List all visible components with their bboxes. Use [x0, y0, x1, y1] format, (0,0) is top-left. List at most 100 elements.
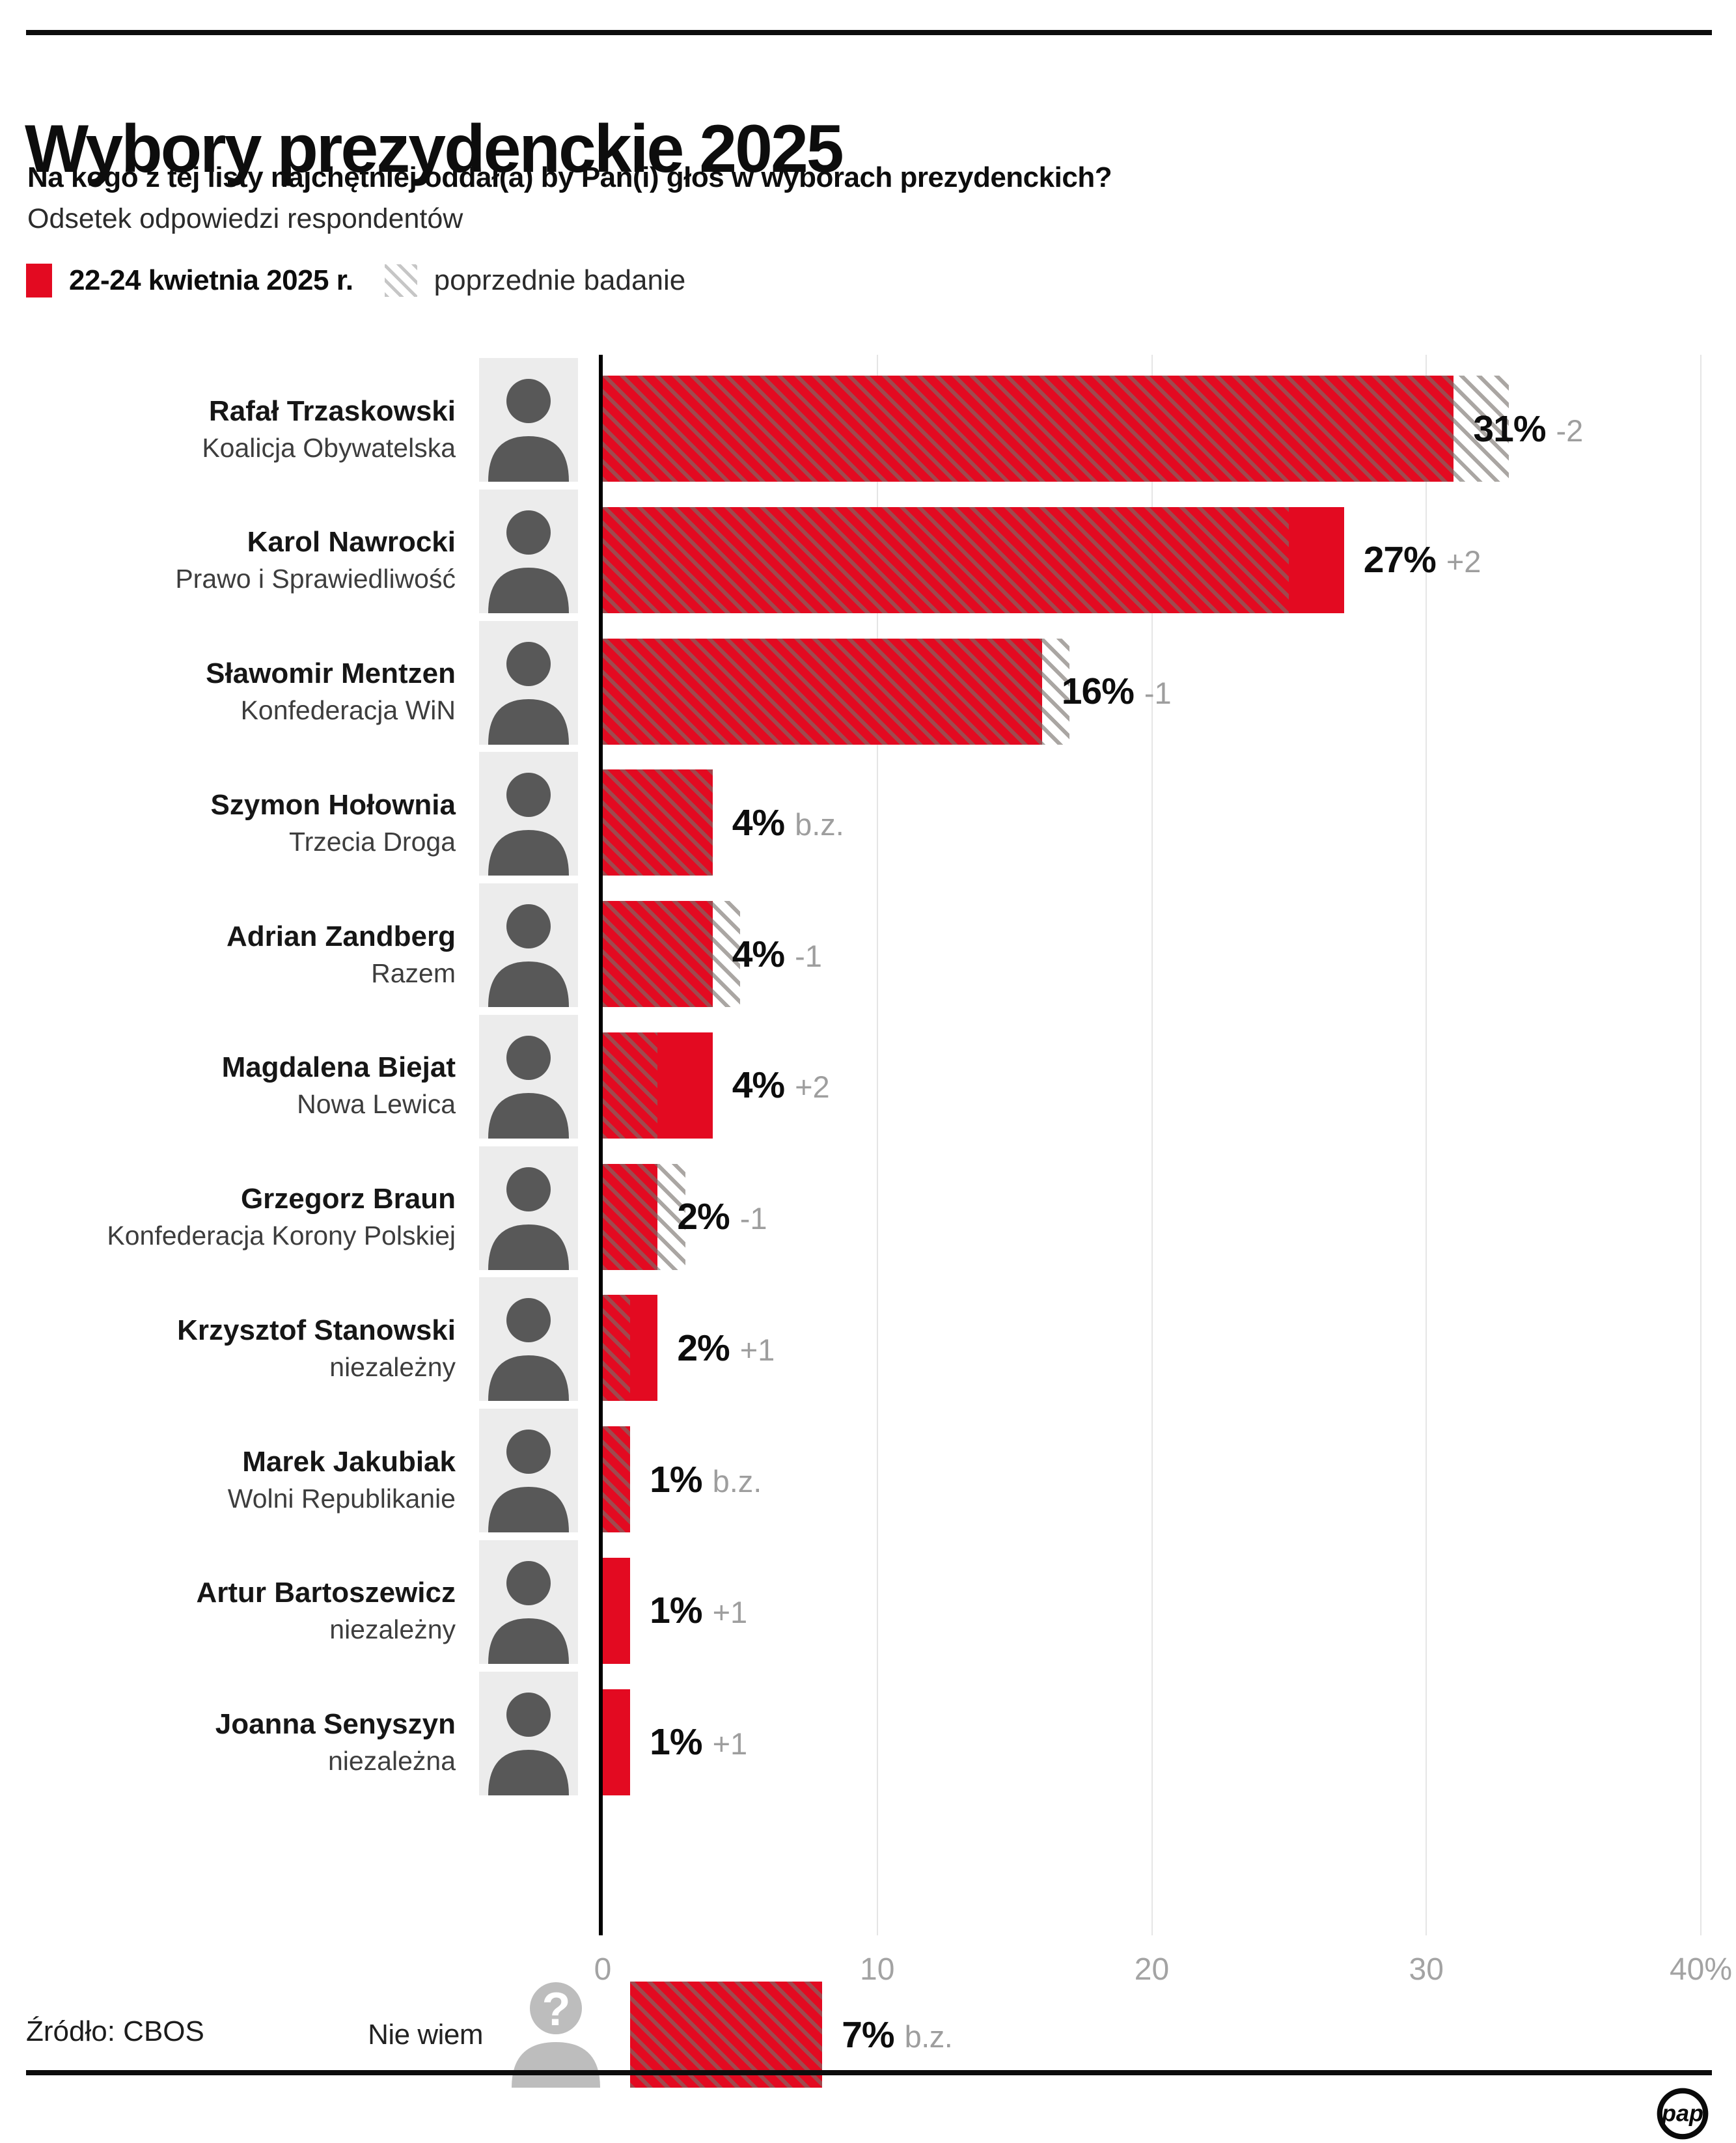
candidate-name: Szymon Hołownia: [210, 788, 456, 821]
value-label: 1%: [650, 1721, 702, 1763]
candidate-labels: Krzysztof Stanowski niezależny: [0, 1284, 456, 1411]
bar-previous-hatch: [603, 1163, 685, 1270]
person-photo-placeholder: [479, 1014, 578, 1139]
bar-area: 4% +2: [603, 1032, 1736, 1139]
value-label: 4%: [732, 933, 785, 975]
delta-label: +1: [712, 1595, 748, 1630]
bar-area: 7% b.z.: [630, 1982, 1736, 2088]
candidate-row: Szymon Hołownia Trzecia Droga ? 4% b.z.: [0, 749, 1736, 880]
x-axis-tick-label: 0: [594, 1952, 612, 1987]
bar-value: 31% -2: [1473, 408, 1583, 450]
source-note: Źródło: CBOS: [26, 2015, 204, 2047]
candidate-photo: ?: [479, 1277, 578, 1402]
candidate-row: Grzegorz Braun Konfederacja Korony Polsk…: [0, 1143, 1736, 1275]
candidate-photo: ?: [479, 358, 578, 482]
candidate-photo: ?: [479, 1146, 578, 1270]
candidate-row: Sławomir Mentzen Konfederacja WiN ? 16%-…: [0, 618, 1736, 749]
delta-label: +2: [1446, 544, 1481, 579]
legend-current-swatch: [26, 264, 52, 297]
bar-area: 16% -1: [603, 638, 1736, 745]
bar-current: [603, 1557, 631, 1664]
bar-previous-hatch: [603, 376, 1509, 482]
candidate-labels: Rafał Trzaskowski Koalicja Obywatelska: [0, 365, 456, 492]
candidate-labels: Grzegorz Braun Konfederacja Korony Polsk…: [0, 1154, 456, 1280]
bar-previous-hatch: [603, 1426, 631, 1532]
svg-text:pap: pap: [1661, 2099, 1703, 2126]
bar-area: 4% -1: [603, 901, 1736, 1007]
bar-value: 4% -1: [732, 933, 822, 976]
candidate-name: Joanna Senyszyn: [215, 1708, 456, 1740]
gridline-10: [876, 355, 878, 1935]
person-photo-placeholder: [479, 883, 578, 1007]
candidate-labels: Joanna Senyszyn niezależna: [0, 1679, 456, 1806]
legend-previous-label: poprzednie badanie: [434, 264, 686, 296]
candidate-name: Krzysztof Stanowski: [177, 1314, 456, 1346]
candidate-name: Grzegorz Braun: [240, 1183, 456, 1215]
bar-value: 4% b.z.: [732, 801, 844, 844]
bar-previous-hatch: [603, 1032, 658, 1139]
bar-previous-hatch: [603, 769, 713, 876]
delta-label: b.z.: [712, 1463, 762, 1499]
bar-value: 2% +1: [677, 1327, 775, 1370]
candidate-party: Konfederacja WiN: [240, 695, 456, 725]
delta-label: -1: [795, 938, 822, 973]
candidate-row: Karol Nawrocki Prawo i Sprawiedliwość ? …: [0, 486, 1736, 618]
candidate-party: Konfederacja Korony Polskiej: [107, 1221, 456, 1251]
person-photo-placeholder: [479, 1540, 578, 1664]
bar-area: 2% -1: [603, 1163, 1736, 1270]
candidate-name: Rafał Trzaskowski: [208, 394, 456, 427]
x-axis-tick-label: 10: [860, 1952, 895, 1987]
candidate-party: Prawo i Sprawiedliwość: [175, 564, 456, 594]
candidate-row: Adrian Zandberg Razem ? 4% -1: [0, 880, 1736, 1012]
bar-previous-hatch: [603, 1295, 631, 1402]
page-title: Wybory prezydenckie 2025: [25, 111, 844, 187]
svg-text:?: ?: [542, 1984, 570, 2036]
candidate-photo: ?: [479, 1409, 578, 1532]
candidate-name: Adrian Zandberg: [226, 920, 456, 952]
candidate-labels: Sławomir Mentzen Konfederacja WiN: [0, 628, 456, 755]
delta-label: +1: [739, 1332, 775, 1367]
person-photo-placeholder: [479, 1409, 578, 1532]
candidate-row: Magdalena Biejat Nowa Lewica ? 4% +2: [0, 1012, 1736, 1143]
candidate-party: Wolni Republikanie: [227, 1483, 456, 1514]
bar-value: 1% +1: [650, 1721, 747, 1763]
candidate-name: Sławomir Mentzen: [206, 657, 456, 689]
value-label: 2%: [677, 1327, 730, 1369]
value-label: 16%: [1061, 671, 1135, 712]
delta-label: +2: [795, 1070, 830, 1105]
bar-previous-hatch: [603, 901, 740, 1007]
top-divider: [26, 30, 1712, 35]
value-label: 27%: [1363, 539, 1437, 581]
candidate-photo: ?: [479, 1540, 578, 1664]
bar-current: [603, 1689, 631, 1795]
bar-value: 1% +1: [650, 1589, 747, 1632]
bar-value: 27% +2: [1364, 538, 1481, 581]
candidate-photo: ?: [479, 1671, 578, 1795]
candidate-name: Karol Nawrocki: [247, 526, 456, 559]
person-photo-placeholder: [479, 1146, 578, 1270]
candidate-row: Artur Bartoszewicz niezależny ? 1% +1: [0, 1537, 1736, 1668]
legend-previous-hatch-swatch: [384, 264, 417, 297]
bar-value: 4% +2: [732, 1064, 830, 1107]
value-label: 1%: [650, 1590, 702, 1632]
value-label: 7%: [842, 2013, 894, 2056]
candidate-party: niezależna: [327, 1746, 456, 1776]
value-label: 1%: [650, 1458, 702, 1500]
bar-area: 1% +1: [603, 1689, 1736, 1795]
bar-value: 16% -1: [1062, 670, 1172, 713]
x-axis-tick-label: 30: [1409, 1952, 1444, 1987]
candidate-row: Joanna Senyszyn niezależna ? 1% +1: [0, 1668, 1736, 1800]
bar-area: 31% -2: [603, 376, 1736, 482]
bar-area: 1% b.z.: [603, 1426, 1736, 1532]
delta-label: b.z.: [795, 807, 844, 842]
candidate-photo: ?: [479, 883, 578, 1007]
x-axis-tick-label: 20: [1134, 1952, 1170, 1987]
legend-current-label: 22-24 kwietnia 2025 r.: [69, 264, 353, 296]
bar-value: 7% b.z.: [842, 2013, 953, 2056]
candidate-row: Nie wiem ? 7% b.z.: [27, 1961, 1736, 2092]
bar-value: 1% b.z.: [650, 1458, 762, 1501]
candidate-photo: ?: [479, 620, 578, 745]
candidate-labels: Magdalena Biejat Nowa Lewica: [0, 1022, 456, 1149]
survey-question: Na kogo z tej listy najchętniej oddał(a)…: [27, 161, 1112, 193]
